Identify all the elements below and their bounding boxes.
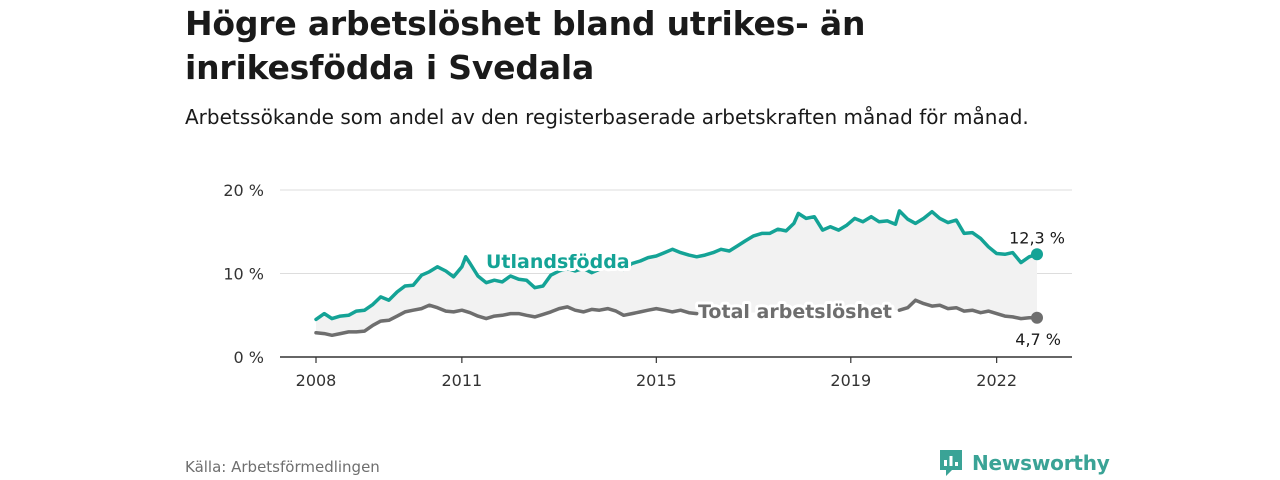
y-tick-label: 0 % (234, 348, 264, 367)
series-line-0 (314, 209, 1039, 322)
y-tick-label: 20 % (223, 181, 264, 200)
end-value-total: 4,7 % (1015, 330, 1061, 349)
x-tick-label: 2019 (830, 371, 871, 390)
series-end-dot-1 (1031, 311, 1043, 324)
label-layer: Utlandsfödda Total arbetslöshet 12,3 % 4,7 … (483, 228, 1065, 349)
series-label-foreign: Utlandsfödda (486, 251, 630, 273)
series-line-1 (897, 298, 1039, 321)
series-layer (314, 209, 1043, 338)
x-tick-label: 2011 (441, 371, 482, 390)
series-end-dot-0 (1031, 248, 1043, 261)
end-value-foreign: 12,3 % (1009, 228, 1065, 247)
newsworthy-icon (940, 450, 962, 476)
chart-subtitle: Arbetssökande som andel av den registerb… (185, 105, 1029, 129)
x-tick-label: 2022 (976, 371, 1017, 390)
brand-name: Newsworthy (972, 451, 1110, 475)
band-layer (316, 210, 1037, 336)
x-tick-label: 2008 (296, 371, 337, 390)
chart-title: Högre arbetslöshet bland utrikes- än inr… (185, 4, 866, 87)
x-tick-label: 2015 (636, 371, 677, 390)
source-note: Källa: Arbetsförmedlingen (185, 458, 380, 476)
y-tick-label: 10 % (223, 265, 264, 284)
series-line-1 (314, 303, 699, 338)
brand-logo[interactable]: Newsworthy (938, 448, 1110, 478)
series-label-total: Total arbetslöshet (698, 301, 892, 323)
gap-band (316, 210, 1037, 336)
